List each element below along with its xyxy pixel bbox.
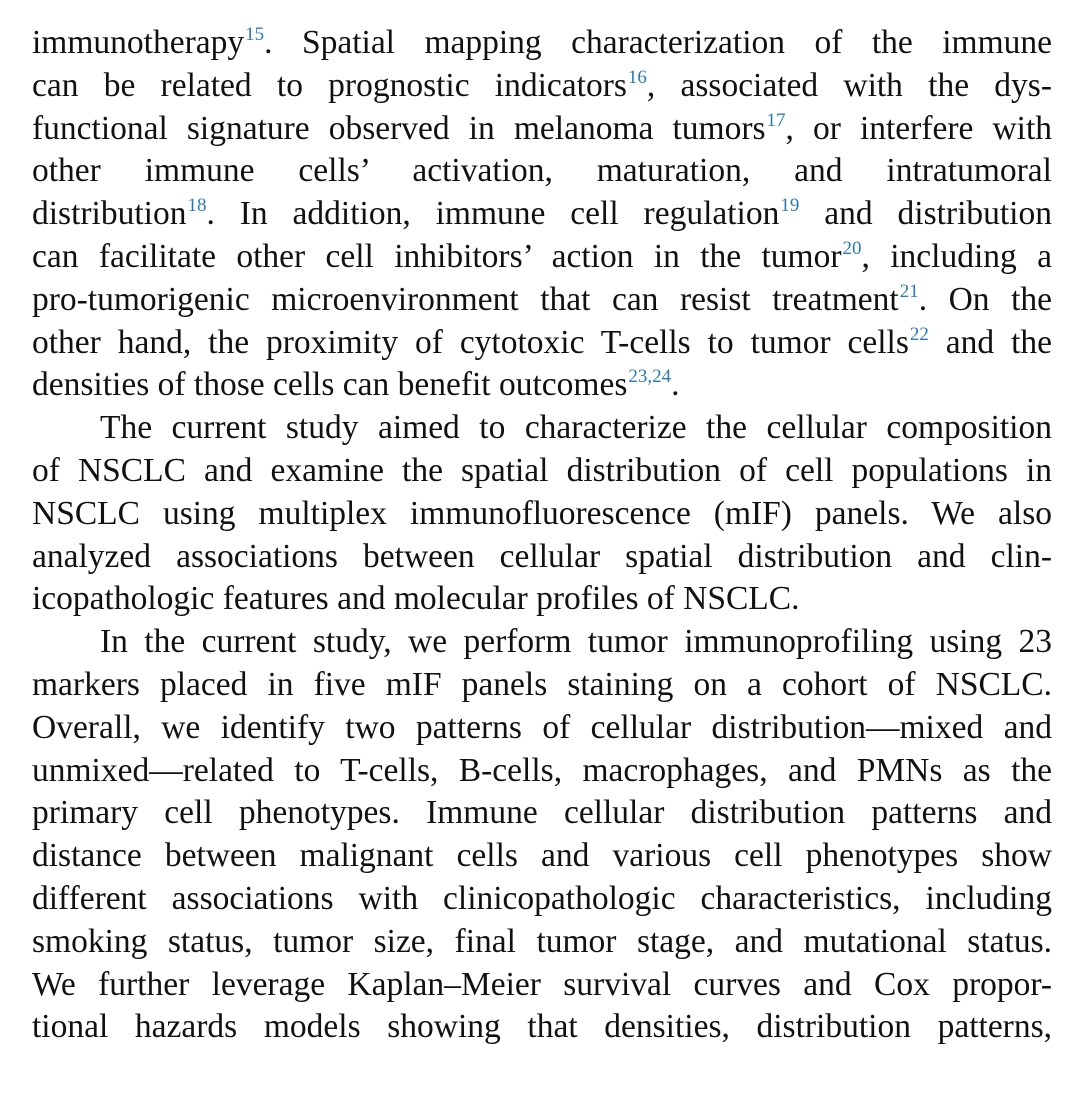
text-segment: smoking status, tumor size, final tumor …: [32, 922, 1052, 960]
text-segment: .: [671, 366, 680, 404]
text-line: of NSCLC and examine the spatial distrib…: [32, 450, 1052, 493]
reference-link[interactable]: 17: [766, 109, 786, 131]
text-line: other hand, the proximity of cytotoxic T…: [32, 322, 1052, 365]
text-segment: We further leverage Kaplan–Meier surviva…: [32, 965, 1052, 1003]
text-segment: analyzed associations between cellular s…: [32, 537, 1052, 575]
reference-link[interactable]: 19: [780, 195, 800, 217]
text-segment: of NSCLC and examine the spatial distrib…: [32, 451, 1052, 489]
text-line: functional signature observed in melanom…: [32, 108, 1052, 151]
text-segment: , including a: [861, 237, 1052, 275]
reference-link[interactable]: 20: [842, 237, 862, 259]
text-segment: primary cell phenotypes. Immune cellular…: [32, 794, 1052, 832]
text-line: Overall, we identify two patterns of cel…: [32, 707, 1052, 750]
text-line: immunotherapy15. Spatial mapping charact…: [32, 22, 1052, 65]
text-line: tional hazards models showing that densi…: [32, 1006, 1052, 1049]
text-segment: The current study aimed to characterize …: [100, 409, 1052, 447]
text-segment: different associations with clinicopatho…: [32, 879, 1052, 917]
text-segment: markers placed in five mIF panels staini…: [32, 665, 1052, 703]
text-segment: unmixed—related to T-cells, B-cells, mac…: [32, 751, 1052, 789]
reference-link[interactable]: 22: [909, 323, 929, 345]
text-line: The current study aimed to characterize …: [32, 407, 1052, 450]
text-segment: icopathologic features and molecular pro…: [32, 580, 800, 618]
paragraph: In the current study, we perform tumor i…: [32, 621, 1052, 1049]
text-line: markers placed in five mIF panels staini…: [32, 664, 1052, 707]
text-line: We further leverage Kaplan–Meier surviva…: [32, 964, 1052, 1007]
text-segment: and the: [928, 323, 1052, 361]
text-line: unmixed—related to T-cells, B-cells, mac…: [32, 750, 1052, 793]
text-segment: can facilitate other cell inhibitors’ ac…: [32, 237, 842, 275]
text-line: analyzed associations between cellular s…: [32, 536, 1052, 579]
text-line: In the current study, we perform tumor i…: [32, 621, 1052, 664]
text-segment: NSCLC using multiplex immunofluorescence…: [32, 494, 1052, 532]
text-line: can facilitate other cell inhibitors’ ac…: [32, 236, 1052, 279]
text-segment: can be related to prognostic indicators: [32, 66, 627, 104]
text-line: smoking status, tumor size, final tumor …: [32, 921, 1052, 964]
text-line: NSCLC using multiplex immunofluorescence…: [32, 493, 1052, 536]
text-segment: densities of those cells can benefit out…: [32, 366, 628, 404]
text-segment: tional hazards models showing that densi…: [32, 1008, 1052, 1046]
text-line: different associations with clinicopatho…: [32, 878, 1052, 921]
reference-link[interactable]: 18: [187, 195, 207, 217]
text-line: can be related to prognostic indicators1…: [32, 65, 1052, 108]
reference-link[interactable]: 23,24: [628, 366, 672, 388]
text-segment: . On the: [918, 280, 1052, 318]
text-line: distribution18. In addition, immune cell…: [32, 193, 1052, 236]
text-segment: and distribution: [799, 195, 1052, 233]
text-line: distance between malignant cells and var…: [32, 835, 1052, 878]
text-segment: , or interfere with: [785, 109, 1052, 147]
body-text: immunotherapy15. Spatial mapping charact…: [32, 22, 1052, 1049]
paragraph: immunotherapy15. Spatial mapping charact…: [32, 22, 1052, 407]
text-line: densities of those cells can benefit out…: [32, 364, 1052, 407]
text-segment: functional signature observed in melanom…: [32, 109, 766, 147]
text-segment: distance between malignant cells and var…: [32, 837, 1052, 875]
text-line: icopathologic features and molecular pro…: [32, 578, 1052, 621]
text-segment: distribution: [32, 195, 187, 233]
text-segment: immunotherapy: [32, 24, 245, 61]
text-segment: other hand, the proximity of cytotoxic T…: [32, 323, 909, 361]
text-segment: . In addition, immune cell regulation: [206, 195, 780, 233]
text-segment: Overall, we identify two patterns of cel…: [32, 708, 1052, 746]
reference-link[interactable]: 21: [899, 280, 919, 302]
reference-link[interactable]: 16: [627, 66, 647, 88]
text-segment: In the current study, we perform tumor i…: [100, 623, 1052, 661]
text-segment: , associated with the dys-: [646, 66, 1052, 104]
reference-link[interactable]: 15: [245, 24, 265, 45]
text-line: primary cell phenotypes. Immune cellular…: [32, 792, 1052, 835]
text-line: other immune cells’ activation, maturati…: [32, 150, 1052, 193]
text-segment: pro-tumorigenic microenvironment that ca…: [32, 280, 899, 318]
paragraph: The current study aimed to characterize …: [32, 407, 1052, 621]
text-segment: other immune cells’ activation, maturati…: [32, 152, 1052, 190]
text-segment: . Spatial mapping characterization of th…: [264, 24, 1052, 61]
text-line: pro-tumorigenic microenvironment that ca…: [32, 279, 1052, 322]
